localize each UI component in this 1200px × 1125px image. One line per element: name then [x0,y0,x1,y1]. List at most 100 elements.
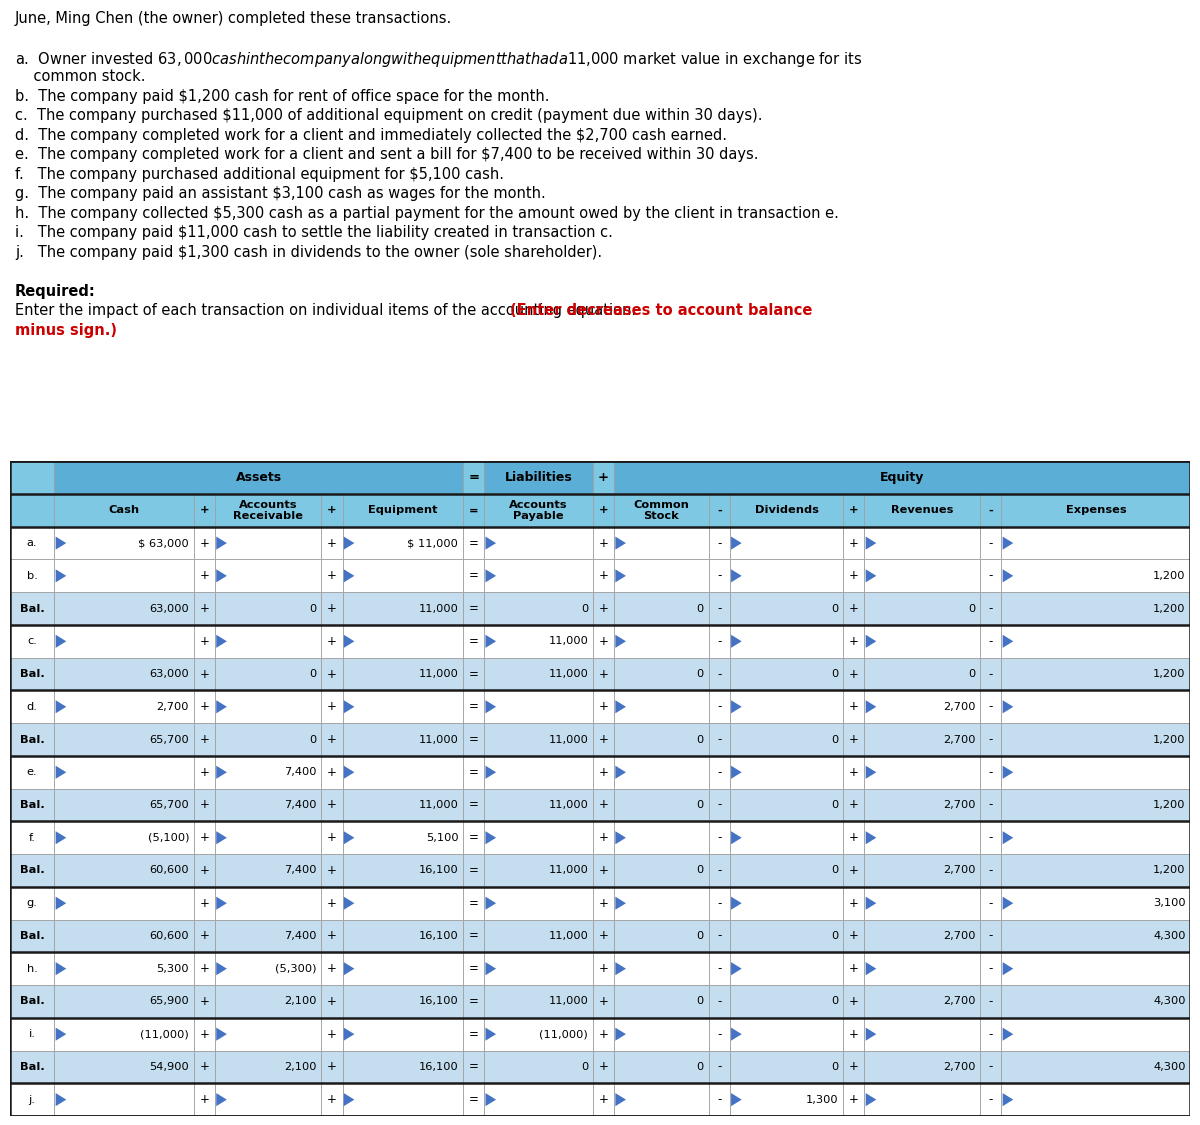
Text: +: + [599,897,608,910]
Text: 1,200: 1,200 [1153,735,1186,745]
Text: -: - [989,929,994,943]
Text: 0: 0 [697,865,704,875]
Bar [864,986,980,1018]
Polygon shape [616,766,626,778]
Text: +: + [328,700,337,713]
Bar [485,494,593,526]
Text: -: - [718,634,721,648]
Polygon shape [343,962,354,975]
Text: +: + [199,634,209,648]
Bar [463,789,485,821]
Text: +: + [199,569,209,583]
Bar [593,592,614,626]
Bar [844,658,864,691]
Text: =: = [469,962,479,975]
Bar [1002,723,1190,756]
Text: =: = [469,667,479,681]
Polygon shape [1003,831,1013,844]
Text: +: + [848,962,859,975]
Bar [485,1083,593,1116]
Polygon shape [616,537,626,550]
Text: 1,200: 1,200 [1153,800,1186,810]
Bar [463,592,485,626]
Bar [54,1051,194,1083]
Text: -: - [716,505,721,515]
Bar [463,1051,485,1083]
Text: -: - [718,537,721,550]
Bar [593,526,614,559]
Text: +: + [599,505,608,515]
Text: +: + [328,994,337,1008]
Text: -: - [989,799,994,811]
Text: 4,300: 4,300 [1153,997,1186,1007]
Polygon shape [1003,537,1013,550]
Text: 0: 0 [310,604,317,613]
Bar [844,559,864,592]
Bar [215,952,322,986]
Text: 3,100: 3,100 [1153,898,1186,908]
Bar [194,658,215,691]
Bar [1002,626,1190,658]
Text: -: - [718,766,721,778]
Text: -: - [989,505,994,515]
Bar [342,494,463,526]
Bar [864,919,980,952]
Bar [322,592,342,626]
Bar [322,626,342,658]
Bar [864,952,980,986]
Bar [463,691,485,723]
Polygon shape [865,700,876,713]
Text: 11,000: 11,000 [548,637,588,646]
Bar [342,756,463,789]
Text: 4,300: 4,300 [1153,932,1186,940]
Bar [215,756,322,789]
Text: +: + [599,734,608,746]
Bar [864,723,980,756]
Bar [1002,494,1190,526]
Bar [322,494,342,526]
Text: +: + [199,799,209,811]
Bar [194,821,215,854]
Bar [864,658,980,691]
Polygon shape [1003,897,1013,910]
Text: Required:: Required: [14,284,96,299]
Text: Revenues: Revenues [892,505,954,515]
Bar [593,986,614,1018]
Bar [730,1051,844,1083]
Polygon shape [55,1094,66,1106]
Bar [54,723,194,756]
Bar [709,592,730,626]
Bar [709,821,730,854]
Text: Bal.: Bal. [19,1062,44,1072]
Text: =: = [469,994,479,1008]
Text: 11,000: 11,000 [548,932,588,940]
Bar [980,1051,1002,1083]
Text: +: + [199,734,209,746]
Bar [215,559,322,592]
Bar [844,756,864,789]
Bar [322,1018,342,1051]
Bar [980,1018,1002,1051]
Bar [10,626,54,658]
Bar [54,691,194,723]
Text: +: + [328,929,337,943]
Text: Bal.: Bal. [19,735,44,745]
Text: +: + [599,1061,608,1073]
Bar [342,626,463,658]
Text: +: + [199,1027,209,1041]
Text: j.   The company paid $1,300 cash in dividends to the owner (sole shareholder).: j. The company paid $1,300 cash in divid… [14,245,602,260]
Bar [844,952,864,986]
Polygon shape [343,1094,354,1106]
Bar [844,919,864,952]
Bar [593,494,614,526]
Bar [485,461,593,494]
Bar [215,1051,322,1083]
Bar [730,886,844,919]
Text: =: = [469,831,479,844]
Text: -: - [989,667,994,681]
Bar [485,658,593,691]
Bar [709,691,730,723]
Text: -: - [989,1027,994,1041]
Polygon shape [865,962,876,975]
Text: +: + [848,734,859,746]
